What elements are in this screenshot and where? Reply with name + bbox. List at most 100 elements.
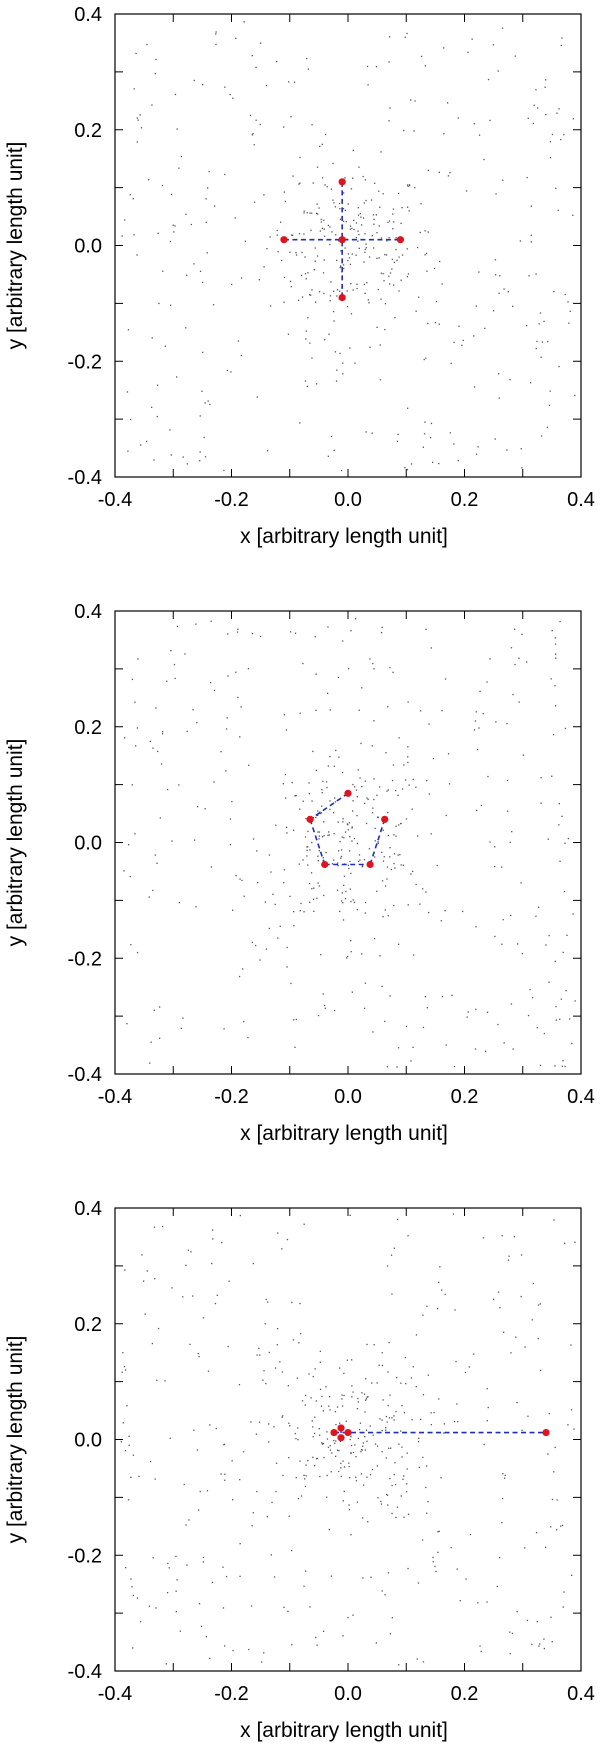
y-tick-label: 0.4 [74,601,102,623]
background-point [335,749,337,752]
background-point [343,875,346,877]
background-point [414,100,416,102]
background-point [366,1396,368,1398]
background-point [415,1386,417,1388]
background-point [541,341,544,343]
background-point [441,1289,443,1291]
background-point [417,246,419,249]
background-point [506,722,508,725]
background-point [527,117,529,119]
background-point [373,938,376,940]
background-point [345,221,347,223]
background-point [157,750,159,753]
background-point [333,1439,335,1442]
highlighted-point [396,236,405,244]
background-point [555,705,557,707]
background-point [356,842,358,845]
background-point [350,1534,352,1536]
background-point [335,234,337,236]
background-point [263,1370,265,1372]
background-point [324,1004,326,1007]
background-point [391,1293,393,1295]
background-point [136,117,138,119]
background-point [340,250,342,252]
background-point [492,44,494,46]
background-point [474,1048,477,1050]
background-point [567,301,569,303]
background-point [418,1437,420,1439]
background-point [516,1611,518,1613]
background-point [347,253,349,255]
background-point [342,208,345,210]
background-point [281,1416,283,1418]
background-point [296,1377,298,1379]
background-point [387,1371,389,1373]
background-point [448,783,451,785]
background-point [381,1590,383,1592]
background-point [238,1384,241,1386]
background-point [510,1352,512,1354]
background-point [357,207,359,209]
background-point [131,784,133,786]
background-point [359,777,361,779]
background-point [382,916,384,918]
background-point [205,221,207,223]
background-point [272,893,274,895]
background-point [199,270,202,272]
background-point [543,1638,545,1640]
background-point [143,1280,145,1282]
background-point [462,910,464,913]
background-point [335,380,338,382]
background-point [337,862,339,864]
background-point [425,252,428,254]
background-point [373,218,375,220]
background-point [355,1480,358,1482]
background-point [337,1449,339,1451]
background-point [178,784,180,786]
background-point [329,226,331,228]
background-point [215,31,217,33]
background-point [571,1042,573,1045]
background-point [281,1248,283,1250]
background-point [263,266,265,268]
background-point [543,320,545,322]
background-point [422,1314,424,1316]
background-point [330,1471,332,1473]
background-point [518,657,520,659]
background-point [182,1017,184,1019]
background-point [202,281,204,284]
background-point [400,1495,402,1497]
background-point [390,1254,393,1256]
background-point [385,752,387,754]
background-point [151,337,153,339]
background-point [283,869,286,871]
background-point [225,1575,228,1578]
background-point [206,1490,209,1492]
background-point [283,191,285,193]
background-point [421,1539,424,1541]
background-point [381,626,383,628]
y-tick-label: -0.2 [68,948,102,970]
background-point [308,782,310,784]
background-point [389,856,391,858]
background-point [392,213,394,215]
highlighted-point [542,1428,550,1437]
background-point [395,237,397,239]
background-point [348,1465,350,1468]
background-point [291,1549,293,1552]
background-point [530,205,532,207]
background-point [561,37,563,39]
background-point [489,658,491,660]
background-point [521,953,523,955]
background-point [393,1415,395,1417]
background-point [155,58,157,61]
background-point [495,721,497,723]
background-point [441,995,444,998]
background-point [299,712,301,714]
background-point [398,192,400,195]
background-point [309,849,311,851]
background-point [426,1007,428,1009]
background-point [240,277,243,279]
background-point [376,1465,378,1467]
background-point [554,960,556,962]
